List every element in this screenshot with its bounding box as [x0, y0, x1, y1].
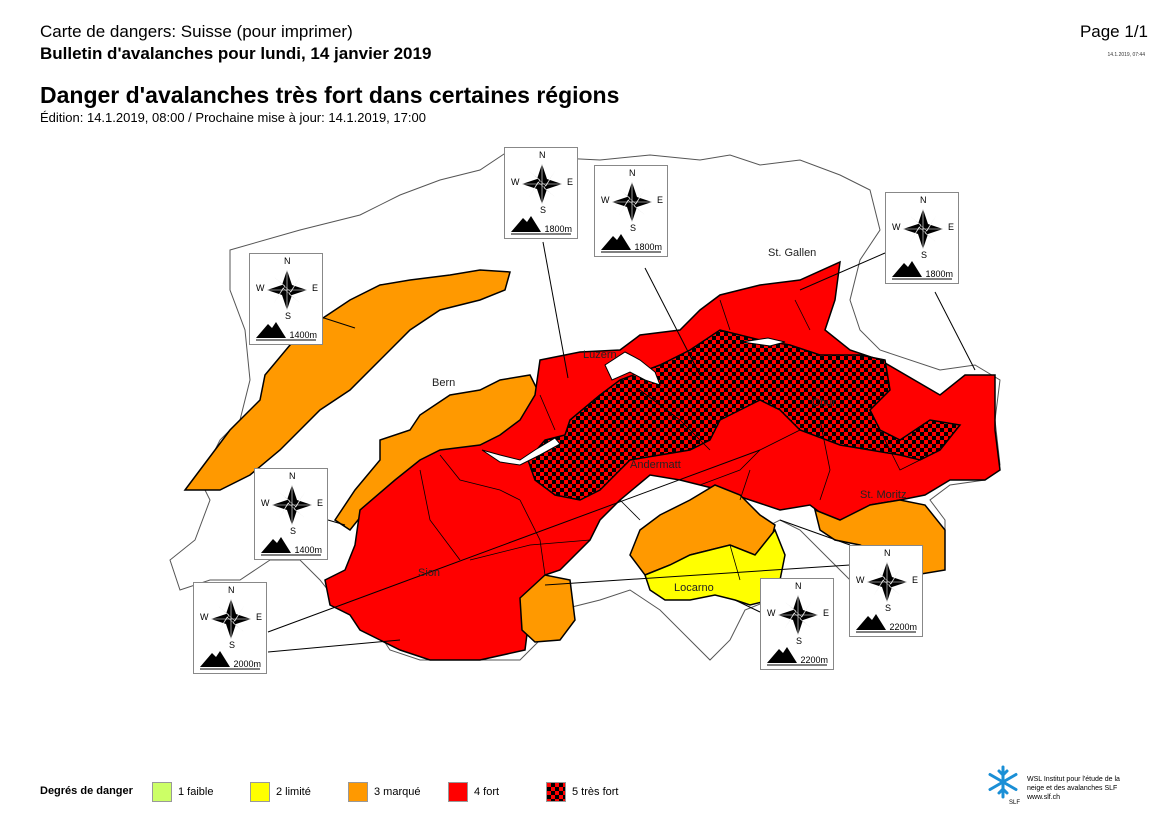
south-label: S [885, 603, 892, 613]
city-label-andermatt: Andermatt [630, 459, 681, 471]
east-label: E [317, 498, 324, 508]
city-label-st-moritz: St. Moritz [860, 489, 906, 501]
elevation-label: 2200m [800, 655, 828, 665]
compass-rose-box: N S W E 1400m [249, 253, 323, 345]
compass-rose-icon [256, 270, 316, 341]
main-title: Danger d'avalanches très fort dans certa… [40, 82, 620, 108]
slf-footer: SLF WSL Institut pour l'étude de la neig… [985, 762, 1145, 807]
elevation-label: 1800m [634, 242, 662, 252]
north-label: N [228, 585, 235, 595]
legend-swatch [448, 782, 468, 802]
region-borders [419, 299, 921, 581]
north-label: N [539, 150, 546, 160]
document-type: Carte de dangers: Suisse (pour imprimer) [40, 22, 353, 41]
institute-line: WSL Institut pour l'étude de la [1027, 776, 1120, 783]
elevation-label: 1800m [925, 269, 953, 279]
legend-title: Degrés de danger [40, 785, 133, 797]
compass-rose-icon [261, 485, 321, 556]
city-label-luzern: Luzern [583, 349, 617, 361]
compass-rose-icon [856, 562, 916, 633]
lake-thun-brienz [481, 437, 561, 466]
north-label: N [289, 471, 296, 481]
south-label: S [796, 636, 803, 646]
compass-rose-icon [892, 209, 952, 280]
north-label: N [284, 256, 291, 266]
logo-text: SLF [1009, 800, 1020, 806]
print-timestamp: 14.1.2019, 07:44 [1107, 52, 1145, 58]
compass-rose-box: N S W E 1800m [504, 147, 578, 239]
south-label: S [229, 640, 236, 650]
south-label: S [921, 250, 928, 260]
west-label: W [892, 222, 901, 232]
north-label: N [629, 168, 636, 178]
bulletin-title: Bulletin d'avalanches pour lundi, 14 jan… [40, 44, 432, 63]
legend-swatch-checker [546, 782, 566, 802]
south-label: S [630, 223, 637, 233]
elevation-label: 2000m [233, 659, 261, 669]
city-label-bern: Bern [432, 377, 455, 389]
legend-label: 4 fort [474, 786, 500, 798]
west-label: W [256, 283, 265, 293]
south-label: S [290, 526, 297, 536]
compass-rose-box: N S W E 1800m [594, 165, 668, 257]
institute-text: WSL Institut pour l'étude de la neige et… [1027, 775, 1142, 802]
west-label: W [511, 177, 520, 187]
east-label: E [567, 177, 574, 187]
compass-rose-icon [200, 599, 260, 670]
region-jura-level3 [183, 269, 511, 491]
city-label-locarno: Locarno [674, 582, 714, 594]
elevation-label: 1400m [289, 330, 317, 340]
legend-swatch [348, 782, 368, 802]
page-number: Page 1/1 [1079, 22, 1148, 41]
compass-rose-box: N S W E 2000m [193, 582, 267, 674]
legend-swatch [152, 782, 172, 802]
edition-info: Édition: 14.1.2019, 08:00 / Prochaine mi… [40, 110, 426, 125]
west-label: W [200, 612, 209, 622]
institute-line: neige et des avalanches SLF [1027, 785, 1118, 792]
east-label: E [912, 575, 919, 585]
region-simplon-level3 [519, 574, 576, 643]
leader-lines [267, 241, 976, 653]
city-label-st-gallen: St. Gallen [768, 247, 816, 259]
lake-lucerne [604, 351, 661, 386]
east-label: E [657, 195, 664, 205]
compass-rose-box: N S W E 1800m [885, 192, 959, 284]
west-label: W [856, 575, 865, 585]
north-label: N [920, 195, 927, 205]
west-label: W [601, 195, 610, 205]
legend-label: 5 très fort [572, 786, 619, 798]
compass-rose-icon [511, 164, 571, 235]
city-label-chur: Chur [812, 397, 836, 409]
west-label: W [261, 498, 270, 508]
legend-label: 2 limité [276, 786, 311, 798]
north-label: N [884, 548, 891, 558]
south-label: S [540, 205, 547, 215]
south-label: S [285, 311, 292, 321]
institute-url[interactable]: www.slf.ch [1027, 794, 1061, 801]
legend-label: 1 faible [178, 786, 214, 798]
elevation-label: 2200m [889, 622, 917, 632]
lake-walensee [741, 337, 786, 347]
east-label: E [312, 283, 319, 293]
legend-swatch [250, 782, 270, 802]
west-label: W [767, 608, 776, 618]
compass-rose-box: N S W E 2200m [849, 545, 923, 637]
compass-rose-box: N S W E 1400m [254, 468, 328, 560]
east-label: E [256, 612, 263, 622]
compass-rose-icon [601, 182, 661, 253]
city-label-sion: Sion [418, 567, 440, 579]
legend-label: 3 marqué [374, 786, 421, 798]
east-label: E [948, 222, 955, 232]
compass-rose-box: N S W E 2200m [760, 578, 834, 670]
snowflake-logo-icon: SLF [988, 765, 1020, 806]
elevation-label: 1800m [544, 224, 572, 234]
north-label: N [795, 581, 802, 591]
east-label: E [823, 608, 830, 618]
elevation-label: 1400m [294, 545, 322, 555]
compass-rose-icon [767, 595, 827, 666]
